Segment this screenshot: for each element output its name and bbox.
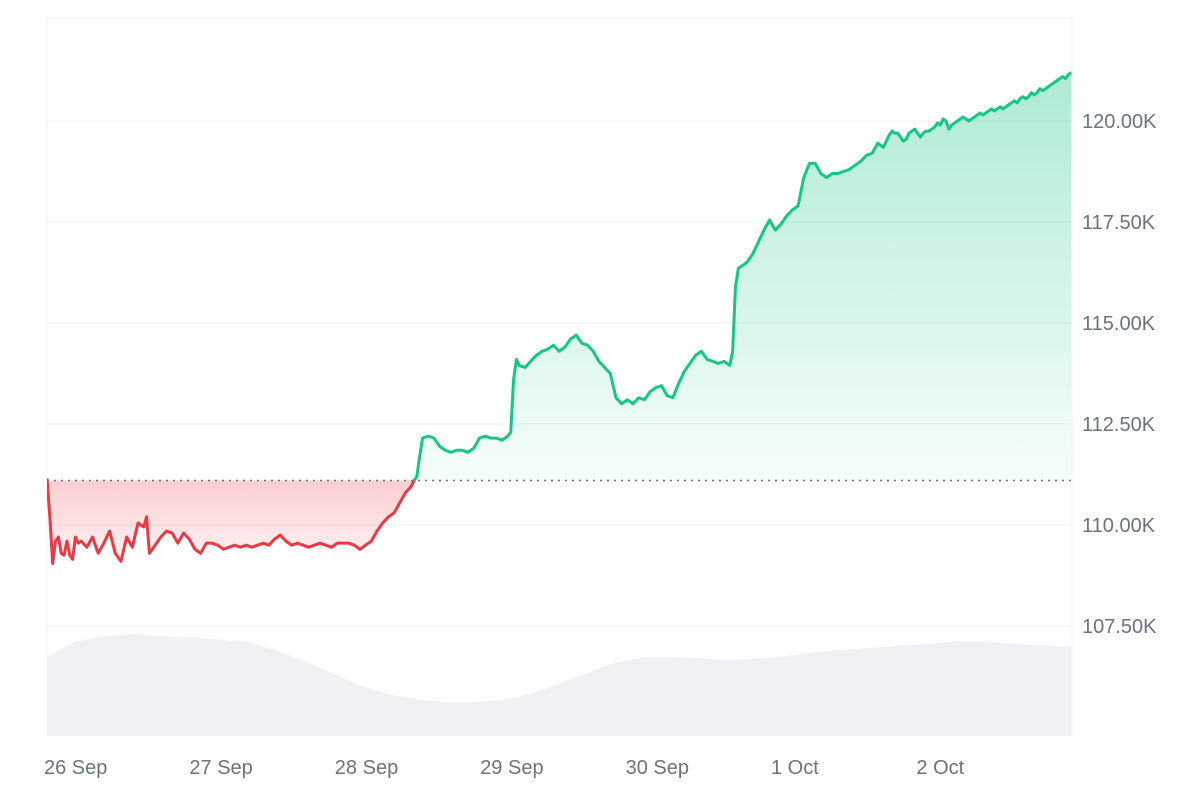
volume-shape (47, 634, 1072, 736)
y-tick-label-4: 117.50K (1082, 212, 1156, 234)
x-tick-label-4: 30 Sep (626, 757, 689, 779)
x-tick-label-6: 2 Oct (916, 757, 964, 779)
series-line-0 (47, 478, 416, 565)
y-tick-label-2: 112.50K (1082, 414, 1156, 436)
y-tick-label-1: 110.00K (1082, 515, 1156, 537)
x-tick-label-1: 27 Sep (189, 757, 252, 779)
x-tick-label-2: 28 Sep (335, 757, 398, 779)
x-tick-label-3: 29 Sep (480, 757, 543, 779)
series-area-0 (47, 478, 415, 564)
y-tick-label-3: 115.00K (1082, 313, 1156, 335)
series-line-1 (412, 71, 1072, 482)
y-tick-label-5: 120.00K (1082, 111, 1157, 133)
x-tick-label-5: 1 Oct (771, 757, 819, 779)
y-tick-label-0: 107.50K (1082, 616, 1157, 638)
y-axis-ticks: 107.50K 110.00K 112.50K 115.00K 117.50K 120.0… (1082, 111, 1157, 638)
price-area (47, 72, 1072, 564)
series-area-1 (414, 72, 1072, 481)
volume-area (47, 634, 1072, 736)
price-line (47, 71, 1072, 565)
x-axis-ticks: 26 Sep 27 Sep 28 Sep 29 Sep 30 Sep 1 Oct 2 Oct (44, 757, 965, 779)
x-tick-label-0: 26 Sep (44, 757, 107, 779)
